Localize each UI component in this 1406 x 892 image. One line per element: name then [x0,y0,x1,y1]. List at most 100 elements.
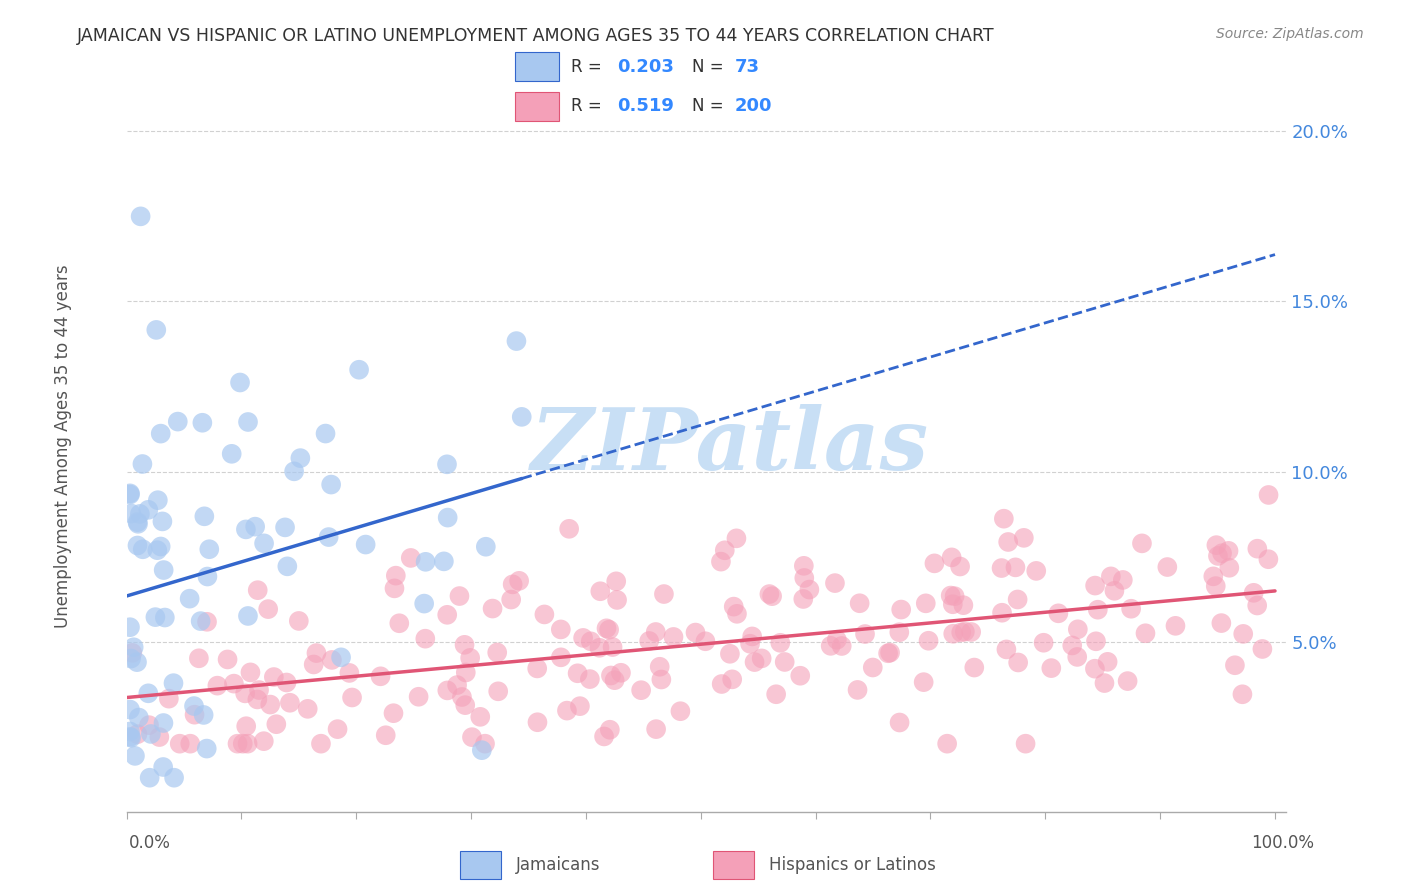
Point [235,719,257,733]
Point [526,715,548,730]
Point [321,477,343,491]
Point [413,632,436,646]
Point [266,717,288,731]
Point [725,532,748,546]
Point [1206,549,1229,563]
Point [253,734,276,748]
Point [1156,560,1178,574]
Point [862,660,884,674]
Point [1135,626,1157,640]
Point [481,601,503,615]
Point [288,614,311,628]
Point [599,723,621,737]
Point [118,487,141,501]
Point [1218,544,1240,558]
Point [879,646,901,660]
Point [486,684,509,698]
Point [991,606,1014,620]
Bar [460,851,501,879]
Text: R =: R = [571,58,607,76]
Point [162,676,184,690]
Point [149,426,172,441]
Point [195,615,218,629]
Text: Unemployment Among Ages 35 to 44 years: Unemployment Among Ages 35 to 44 years [55,264,72,628]
Point [1012,531,1035,545]
Point [912,675,935,690]
Point [461,730,484,744]
Point [1084,662,1107,676]
Point [207,679,229,693]
Point [650,673,672,687]
Point [169,737,191,751]
Point [638,634,661,648]
Point [122,640,145,655]
Point [606,593,628,607]
Point [274,520,297,534]
Point [744,655,766,669]
Text: N =: N = [692,58,728,76]
Point [374,728,396,742]
Point [889,715,911,730]
Point [257,602,280,616]
Point [120,651,142,665]
Point [475,540,498,554]
Point [603,673,626,688]
Point [995,642,1018,657]
Text: 100.0%: 100.0% [1251,834,1315,852]
Bar [713,851,754,879]
Point [579,672,602,686]
Point [446,678,468,692]
Text: N =: N = [692,97,728,115]
Point [458,651,481,665]
Point [263,670,285,684]
Point [555,704,578,718]
Point [645,722,668,736]
Point [508,574,530,588]
Point [226,737,249,751]
Point [789,669,811,683]
Point [128,710,150,724]
Point [1223,658,1246,673]
Text: Jamaicans: Jamaicans [516,855,600,874]
Point [848,596,870,610]
Point [917,633,939,648]
Point [1014,737,1036,751]
Point [600,668,623,682]
Point [453,638,475,652]
Point [451,690,474,704]
Point [152,716,174,731]
Point [148,730,170,744]
Point [1085,634,1108,648]
Point [568,699,591,714]
Point [283,464,305,478]
Point [127,516,149,531]
Point [129,210,152,224]
Point [758,587,780,601]
Point [120,731,142,745]
Point [644,625,666,640]
Point [454,698,477,713]
Point [474,737,496,751]
Point [723,599,745,614]
Text: Source: ZipAtlas.com: Source: ZipAtlas.com [1216,27,1364,41]
Point [526,661,548,675]
Point [127,515,149,529]
Point [550,623,572,637]
Point [725,607,748,621]
Point [877,646,900,660]
Point [259,698,281,712]
Point [321,653,343,667]
Point [152,760,174,774]
Point [1104,583,1126,598]
Point [246,583,269,598]
Point [1211,616,1233,631]
Point [1232,627,1254,641]
Point [125,655,148,669]
Text: Hispanics or Latinos: Hispanics or Latinos [769,855,935,874]
Point [963,660,986,674]
Point [792,592,814,607]
Point [433,554,456,568]
Point [793,571,815,585]
Point [1211,546,1233,560]
Point [558,522,581,536]
